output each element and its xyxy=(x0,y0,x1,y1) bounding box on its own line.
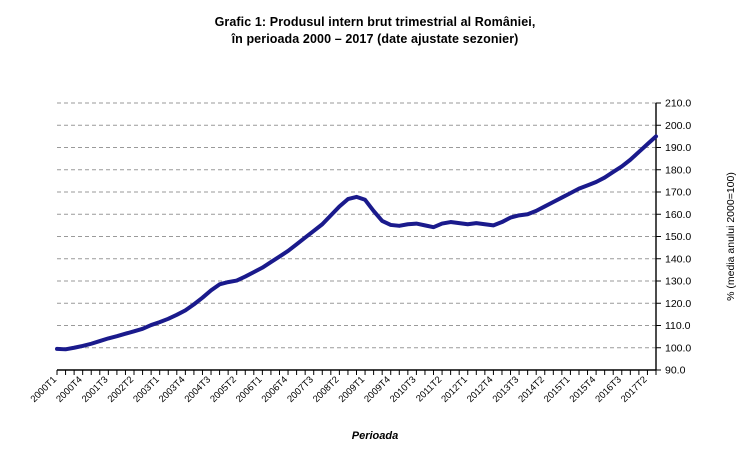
x-axis-tick-label: 2011T2 xyxy=(414,374,444,404)
x-axis-tick-label: 2015T4 xyxy=(568,374,599,405)
y-axis-tick-label: 200.0 xyxy=(665,120,691,132)
x-axis-tick-label: 2006T1 xyxy=(234,374,265,405)
x-axis-tick-label: 2004T3 xyxy=(183,374,214,405)
x-axis-tick-label: 2006T4 xyxy=(260,374,291,405)
x-axis-tick-label: 2014T2 xyxy=(516,374,547,405)
gdp-series-line xyxy=(55,134,658,352)
y-axis-tick-label: 140.0 xyxy=(665,253,691,265)
y-axis-tick-label: 150.0 xyxy=(665,231,691,243)
x-axis-tick-label: 2003T4 xyxy=(157,374,188,405)
chart-title-line-2: în perioada 2000 – 2017 (date ajustate s… xyxy=(231,32,519,46)
y-axis-tick-label: 210.0 xyxy=(665,98,691,110)
x-axis-tick-label: 2012T4 xyxy=(465,374,496,405)
x-axis-tick-label: 2012T1 xyxy=(439,374,470,405)
y-axis-tick-labels: 210.0 200.0 190.0 180.0 170.0 160.0 150.0 140.0… xyxy=(665,98,691,377)
x-axis-tick-label: 2002T2 xyxy=(106,374,137,405)
y-axis-tick-label: 90.0 xyxy=(665,365,686,377)
y-axis-tick-label: 170.0 xyxy=(665,187,691,199)
x-axis-tick-label: 2007T3 xyxy=(285,374,316,405)
x-axis-tick-label: 2000T1 xyxy=(29,374,60,405)
y-axis-tick-label: 160.0 xyxy=(665,209,691,221)
y-axis-title-text: % (media anului 2000=100) xyxy=(725,172,737,301)
y-axis-tick-label: 180.0 xyxy=(665,164,691,176)
x-axis-title: Perioada xyxy=(351,430,399,442)
axis-lines xyxy=(57,103,657,371)
y-axis-tick-label: 100.0 xyxy=(665,342,691,354)
x-axis-tick-label: 2016T3 xyxy=(593,374,624,405)
chart-title-line-1: Grafic 1: Produsul intern brut trimestri… xyxy=(214,15,536,29)
x-axis-tick-label: 2003T1 xyxy=(131,374,162,405)
y-axis-tick-label: 190.0 xyxy=(665,142,691,154)
x-axis-tick-label: 2001T3 xyxy=(80,374,111,405)
x-axis-ticks xyxy=(56,370,657,375)
gridlines-group xyxy=(57,102,661,371)
chart-title: Grafic 1: Produsul intern brut trimestri… xyxy=(0,14,750,48)
x-axis-tick-label: 2015T1 xyxy=(542,374,573,405)
x-axis-tick-label: 2017T2 xyxy=(619,374,650,405)
x-axis-tick-label: 2009T1 xyxy=(337,374,368,405)
y-axis-tick-label: 120.0 xyxy=(665,298,691,310)
x-axis-tick-label: 2000T4 xyxy=(54,374,85,405)
y-axis-tick-label: 130.0 xyxy=(665,276,691,288)
x-axis-tick-labels: 2000T12000T42001T32002T22003T12003T42004… xyxy=(29,374,650,405)
x-axis-tick-label: 2008T2 xyxy=(311,374,342,405)
x-axis-tick-label: 2009T4 xyxy=(362,374,393,405)
x-axis-tick-label: 2005T2 xyxy=(208,374,239,405)
y-axis-tick-label: 110.0 xyxy=(665,320,691,332)
x-axis-tick-label: 2013T3 xyxy=(491,374,522,405)
y-axis-title: % (media anului 2000=100) xyxy=(725,172,737,301)
x-axis-tick-label: 2010T3 xyxy=(388,374,419,405)
